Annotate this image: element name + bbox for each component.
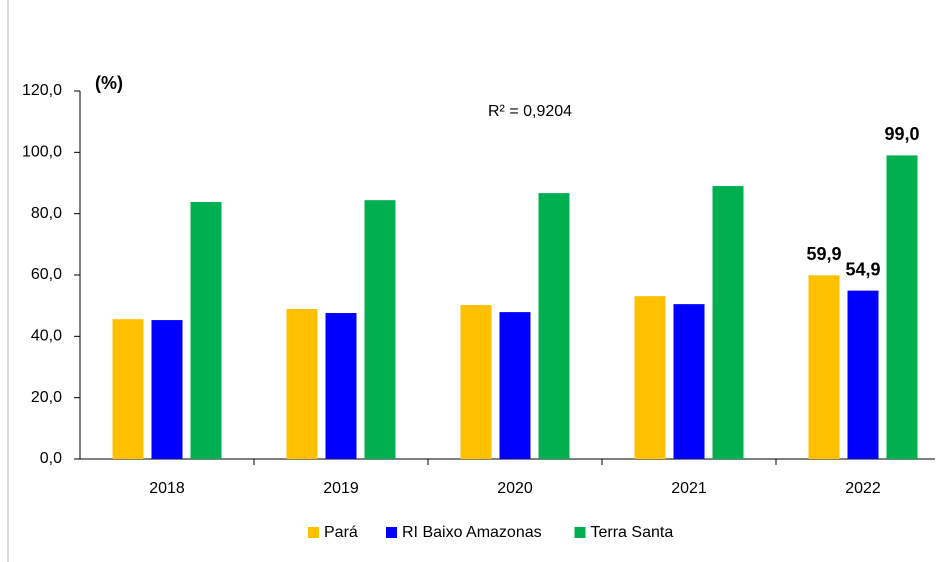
legend-label: Terra Santa [591,524,674,541]
y-tick-label: 100,0 [22,144,62,161]
bar [499,312,531,459]
y-tick-label: 80,0 [31,205,62,222]
y-tick-label: 60,0 [31,266,62,283]
y-tick-label: 20,0 [31,389,62,406]
y-unit: (%) [95,73,123,93]
bar [325,313,357,459]
x-tick-label: 2020 [497,480,533,497]
bar [364,200,396,459]
bar [886,155,918,459]
bar [634,296,666,459]
legend-label: Pará [324,524,358,541]
legend-swatch [308,527,319,538]
legend-swatch [574,527,586,538]
legend-label: RI Baixo Amazonas [402,524,542,541]
bar [673,304,705,459]
bar [151,320,183,459]
legend-swatch [386,527,397,538]
bar [808,275,840,459]
bar [538,193,570,459]
value-label: 54,9 [845,259,880,279]
bar [712,186,744,460]
x-tick-label: 2022 [845,480,881,497]
y-tick-label: 0,0 [40,450,62,467]
bar [847,290,879,459]
bar [460,305,492,459]
bar [286,309,318,459]
y-tick-label: 120,0 [22,82,62,99]
bar [190,202,222,459]
value-label: 99,0 [884,124,919,144]
x-tick-label: 2021 [671,480,707,497]
y-tick-label: 40,0 [31,328,62,345]
x-tick-label: 2019 [323,480,359,497]
x-tick-label: 2018 [149,480,185,497]
annotation: R² = 0,9204 [488,103,572,120]
value-label: 59,9 [806,244,841,264]
bar [112,319,144,459]
